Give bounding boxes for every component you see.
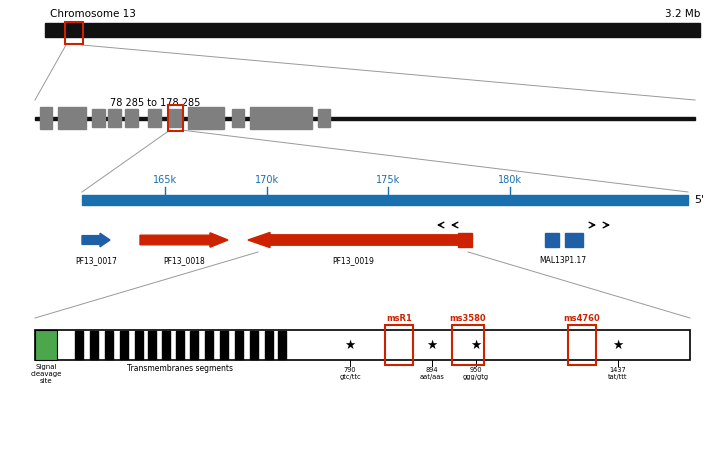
Bar	[385, 325, 413, 365]
Bar	[250, 107, 312, 129]
Bar	[458, 233, 472, 247]
Bar	[105, 331, 113, 359]
Bar	[162, 331, 170, 359]
Bar	[318, 109, 330, 127]
Bar	[565, 233, 583, 247]
Text: ★: ★	[344, 339, 356, 351]
Bar	[232, 109, 244, 127]
Text: ★: ★	[427, 339, 437, 351]
Bar	[168, 105, 183, 131]
Bar	[148, 331, 156, 359]
Text: 5': 5'	[694, 195, 704, 205]
Text: 790
gtc/ttc: 790 gtc/ttc	[339, 367, 361, 380]
Text: ★: ★	[612, 339, 624, 351]
Text: 180k: 180k	[498, 175, 522, 185]
Text: 170k: 170k	[255, 175, 279, 185]
Bar	[278, 331, 286, 359]
Text: 3.2 Mb: 3.2 Mb	[664, 9, 700, 19]
Bar	[35, 330, 57, 360]
Bar	[135, 331, 143, 359]
Text: ★: ★	[471, 339, 482, 351]
Text: 950
ggg/gtg: 950 ggg/gtg	[463, 367, 489, 380]
Bar	[190, 331, 198, 359]
Bar	[90, 331, 98, 359]
Text: ms3580: ms3580	[450, 314, 487, 323]
Bar	[120, 331, 128, 359]
Bar	[220, 331, 228, 359]
Bar	[35, 330, 690, 360]
Text: PF13_0018: PF13_0018	[163, 256, 205, 265]
Bar	[235, 331, 243, 359]
Bar	[92, 109, 105, 127]
FancyArrow shape	[248, 232, 458, 247]
Bar	[35, 117, 695, 119]
Text: msR1: msR1	[386, 314, 412, 323]
Bar	[40, 107, 52, 129]
Bar	[265, 331, 273, 359]
Bar	[75, 331, 83, 359]
Bar	[452, 325, 484, 365]
Text: 894
aat/aas: 894 aat/aas	[419, 367, 445, 380]
Bar	[58, 107, 86, 129]
Text: Transmembranes segments: Transmembranes segments	[127, 364, 233, 373]
Text: ms4760: ms4760	[564, 314, 600, 323]
Bar	[188, 107, 224, 129]
FancyArrow shape	[140, 233, 228, 247]
Bar	[108, 109, 121, 127]
Bar	[545, 233, 559, 247]
Text: PF13_0017: PF13_0017	[75, 256, 117, 265]
Text: MAL13P1.17: MAL13P1.17	[539, 256, 586, 265]
Bar	[45, 23, 700, 37]
FancyArrow shape	[82, 233, 110, 247]
Text: 175k: 175k	[376, 175, 400, 185]
Bar	[568, 325, 596, 365]
Bar	[176, 331, 184, 359]
Bar	[65, 22, 83, 44]
Bar	[148, 109, 161, 127]
Text: PF13_0019: PF13_0019	[332, 256, 374, 265]
Text: 78 285 to 178 285: 78 285 to 178 285	[110, 98, 200, 108]
Bar	[125, 109, 138, 127]
Bar	[82, 195, 688, 205]
Bar	[168, 109, 181, 127]
Text: Chromosome 13: Chromosome 13	[50, 9, 136, 19]
Text: 165k: 165k	[153, 175, 177, 185]
Bar	[250, 331, 258, 359]
Text: 1437
tat/ttt: 1437 tat/ttt	[608, 367, 628, 380]
Text: Signal
cleavage
site: Signal cleavage site	[30, 364, 61, 384]
Bar	[205, 331, 213, 359]
